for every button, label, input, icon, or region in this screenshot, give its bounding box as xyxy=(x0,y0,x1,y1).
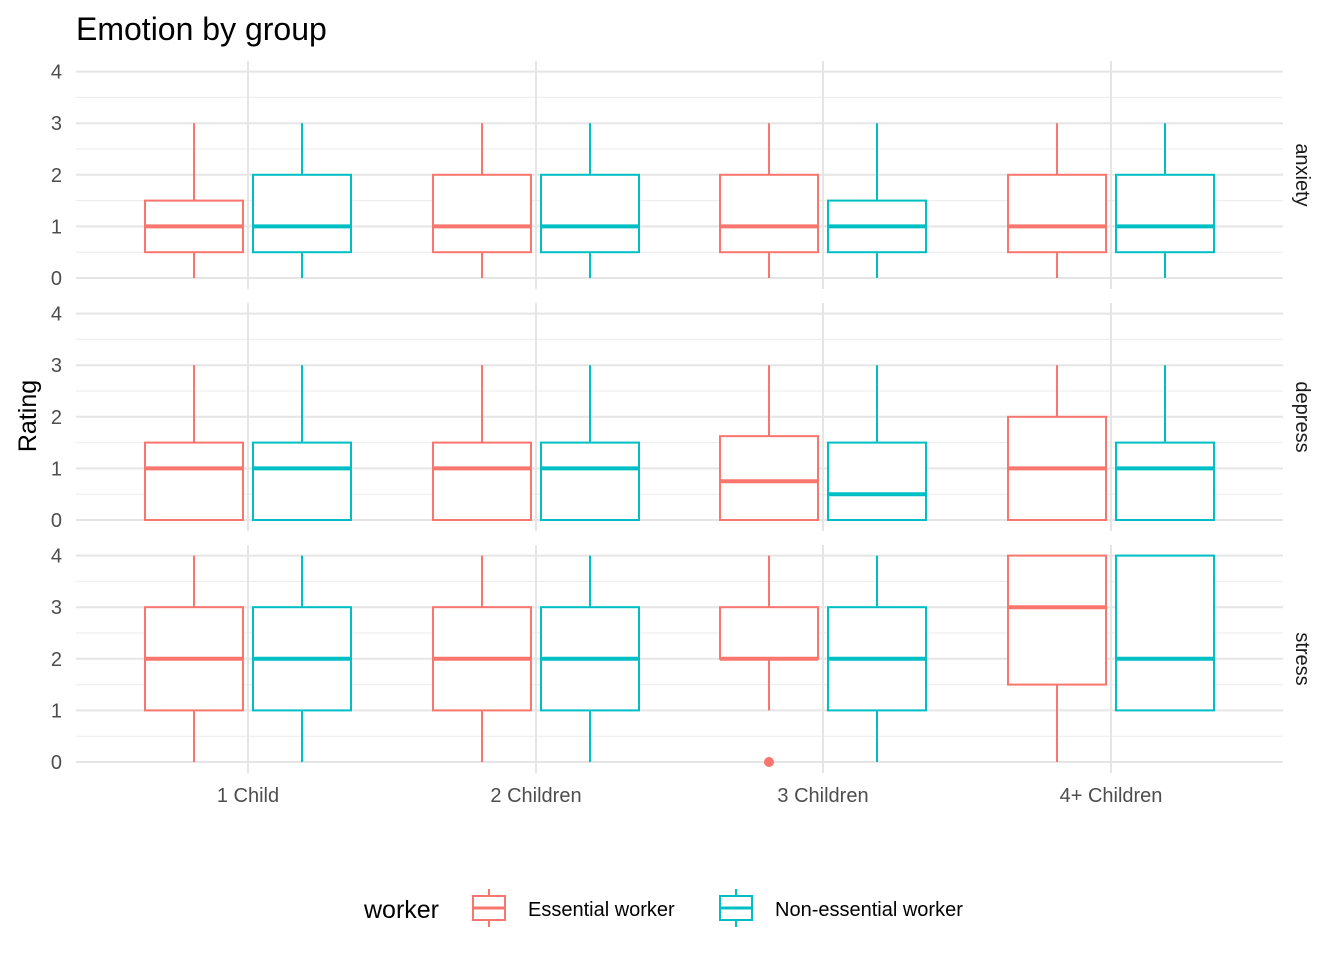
y-axis-title: Rating xyxy=(14,380,42,452)
panel-stress: 0 1 2 3 4 stress xyxy=(51,545,1313,774)
box-essential-2 xyxy=(432,365,532,522)
box-body xyxy=(719,435,819,521)
panel-depress: 0 1 2 3 4 depress xyxy=(51,303,1313,532)
box-body xyxy=(252,173,352,254)
y-tick-label: 4 xyxy=(51,62,62,84)
y-tick-label: 3 xyxy=(51,355,62,377)
box-body xyxy=(1007,173,1107,254)
legend-key xyxy=(719,889,753,927)
box-non-essential-4 xyxy=(1115,365,1215,522)
box-essential-2 xyxy=(432,123,532,278)
box-essential-1 xyxy=(144,555,244,762)
box-essential-4 xyxy=(1007,365,1107,521)
box-body xyxy=(1007,554,1107,686)
y-tick-label: 3 xyxy=(51,597,62,619)
box-body xyxy=(1115,554,1215,712)
box-body xyxy=(252,441,352,522)
y-tick-label: 2 xyxy=(51,165,62,187)
box-non-essential-3 xyxy=(827,365,927,522)
facet-label-anxiety: anxiety xyxy=(1291,143,1313,206)
box-non-essential-2 xyxy=(540,365,640,522)
box-non-essential-1 xyxy=(252,365,352,522)
x-axis-ticks: 1 Child 2 Children 3 Children 4+ Children xyxy=(217,785,1163,807)
legend: worker Essential worker Non-essential wor… xyxy=(363,889,963,927)
box-body xyxy=(540,173,640,254)
panel-anxiety: 0 1 2 3 4 anxiety xyxy=(51,61,1313,290)
y-tick-label: 1 xyxy=(51,458,62,480)
box-essential-4 xyxy=(1007,123,1107,278)
box-body xyxy=(719,606,819,660)
legend-key xyxy=(472,889,506,927)
x-tick-label: 2 Children xyxy=(490,785,581,807)
y-tick-label: 4 xyxy=(51,304,62,326)
box-body xyxy=(540,441,640,522)
chart-title: Emotion by group xyxy=(76,11,327,47)
outlier-point xyxy=(764,757,774,767)
y-tick-label: 1 xyxy=(51,700,62,722)
box-non-essential-1 xyxy=(252,123,352,278)
x-tick-label: 1 Child xyxy=(217,785,279,807)
y-tick-label: 0 xyxy=(51,752,62,774)
y-tick-label: 0 xyxy=(51,510,62,532)
box-essential-3 xyxy=(719,555,819,767)
box-non-essential-3 xyxy=(827,123,927,278)
box-essential-1 xyxy=(144,123,244,278)
box-non-essential-2 xyxy=(540,555,640,762)
box-body xyxy=(719,173,819,254)
box-essential-1 xyxy=(144,365,244,522)
y-tick-label: 3 xyxy=(51,113,62,135)
facet-panels: 0 1 2 3 4 anxiety 0 1 2 3 4 depress 0 1 2 3 4 stress xyxy=(51,61,1313,774)
box-body xyxy=(1115,173,1215,254)
box-body xyxy=(827,441,927,522)
box-essential-3 xyxy=(719,365,819,521)
box-body xyxy=(432,173,532,254)
y-tick-label: 2 xyxy=(51,649,62,671)
legend-title: worker xyxy=(363,896,439,924)
y-tick-label: 0 xyxy=(51,268,62,290)
facet-label-depress: depress xyxy=(1291,381,1313,452)
legend-label: Non-essential worker xyxy=(775,899,963,921)
box-essential-2 xyxy=(432,555,532,762)
box-body xyxy=(144,441,244,522)
y-tick-label: 2 xyxy=(51,407,62,429)
box-non-essential-2 xyxy=(540,123,640,278)
facet-label-stress: stress xyxy=(1291,632,1313,685)
box-non-essential-3 xyxy=(827,555,927,762)
legend-label: Essential worker xyxy=(528,899,675,921)
box-essential-4 xyxy=(1007,554,1107,762)
x-tick-label: 4+ Children xyxy=(1060,785,1163,807)
box-non-essential-4 xyxy=(1115,123,1215,278)
box-essential-3 xyxy=(719,123,819,278)
box-body xyxy=(1115,441,1215,522)
box-body xyxy=(432,441,532,522)
box-non-essential-1 xyxy=(252,555,352,762)
y-tick-label: 1 xyxy=(51,216,62,238)
x-tick-label: 3 Children xyxy=(777,785,868,807)
box-non-essential-4 xyxy=(1115,554,1215,712)
y-tick-label: 4 xyxy=(51,546,62,568)
